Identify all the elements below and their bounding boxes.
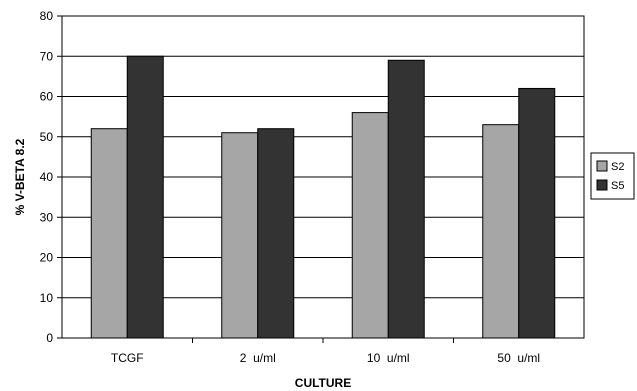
y-tick-label: 60 — [40, 90, 54, 104]
bar-s5-3 — [518, 87, 556, 339]
y-axis-title: % V-BETA 8.2 — [13, 138, 27, 215]
y-tick-label: 0 — [46, 331, 53, 345]
y-tick-label: 10 — [40, 291, 54, 305]
legend: S2 S5 — [590, 152, 635, 200]
bar-s5-1 — [257, 128, 295, 339]
y-tick-label: 40 — [40, 170, 54, 184]
bar-s2-2 — [351, 112, 389, 339]
x-tick-label: 2 u/ml — [240, 351, 276, 365]
bar-s2-0 — [90, 128, 128, 339]
x-axis-labels: TCGF 2 u/ml 10 u/ml 50 u/ml — [111, 338, 540, 365]
x-tick-label: 10 u/ml — [367, 351, 410, 365]
y-axis-ticks: 0 10 20 30 40 50 60 70 80 — [40, 9, 62, 345]
y-tick-label: 80 — [40, 9, 54, 23]
bar-s5-0 — [126, 55, 164, 339]
x-axis-title: CULTURE — [295, 376, 351, 390]
bar-s2-3 — [482, 124, 520, 339]
x-tick-label: 50 u/ml — [497, 351, 540, 365]
legend-swatch-s5 — [596, 179, 608, 191]
legend-label-s5: S5 — [611, 180, 624, 192]
y-tick-label: 70 — [40, 49, 54, 63]
legend-box — [590, 152, 635, 200]
bar-s5-2 — [387, 59, 425, 339]
y-tick-label: 30 — [40, 210, 54, 224]
bars — [90, 55, 556, 339]
bar-s2-1 — [221, 132, 259, 339]
legend-swatch-s2 — [596, 160, 608, 172]
y-tick-label: 20 — [40, 251, 54, 265]
x-tick-label: TCGF — [111, 351, 144, 365]
legend-label-s2: S2 — [611, 161, 624, 173]
y-tick-label: 50 — [40, 130, 54, 144]
